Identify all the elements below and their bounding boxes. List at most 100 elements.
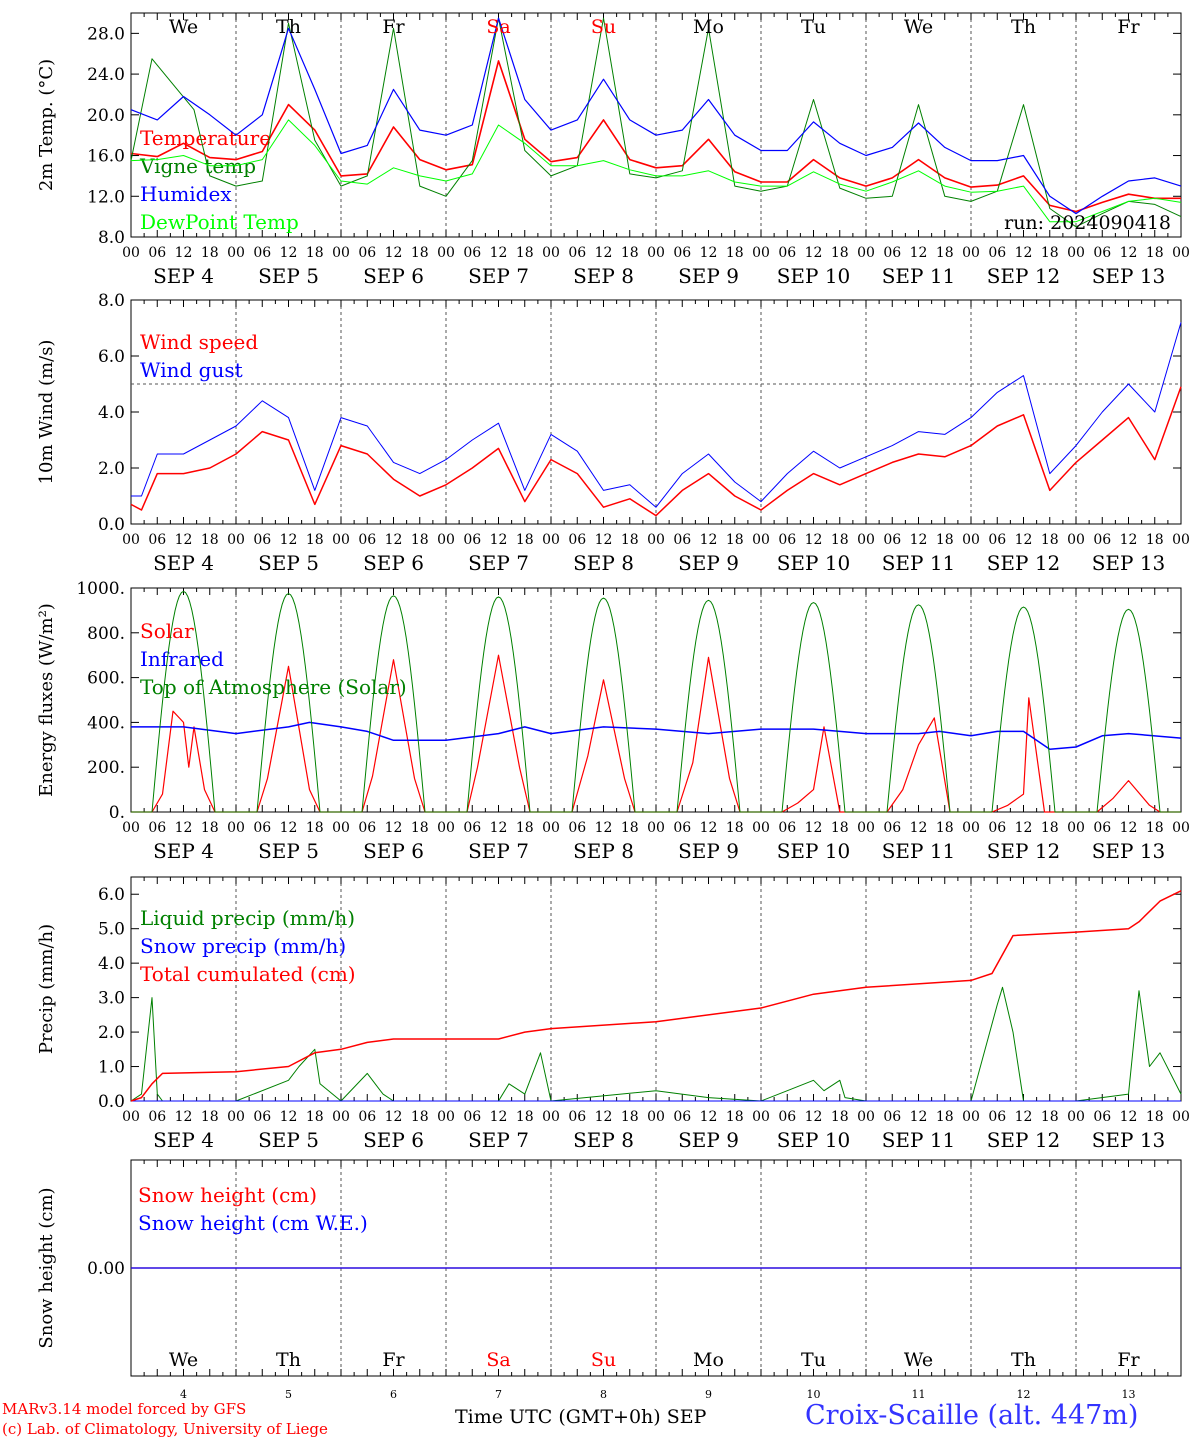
weekday-label-bottom: Su <box>591 1349 616 1371</box>
hour-label: 00 <box>752 820 770 836</box>
date-label: SEP 12 <box>987 551 1061 575</box>
legend-series-dewpoint-temp: DewPoint Temp <box>140 210 299 234</box>
date-label: SEP 13 <box>1092 551 1166 575</box>
date-label: SEP 13 <box>1092 264 1166 288</box>
hour-label: 18 <box>201 1109 219 1125</box>
hour-label: 00 <box>227 532 245 548</box>
hour-label: 12 <box>280 245 298 261</box>
hour-label: 18 <box>201 245 219 261</box>
date-label: SEP 11 <box>882 1128 956 1152</box>
hour-label: 06 <box>883 820 901 836</box>
hour-label: 06 <box>358 1109 376 1125</box>
hour-label: 00 <box>542 820 560 836</box>
hour-label: 00 <box>122 1109 140 1125</box>
hour-label: 06 <box>463 245 481 261</box>
hour-label: 12 <box>1015 1109 1033 1125</box>
hour-label: 06 <box>778 532 796 548</box>
panel-wind: 0.0 2.0 4.0 6.0 8.0 10m Wind (m/s) Wind speed W… <box>36 291 1190 575</box>
hour-label: 12 <box>490 1109 508 1125</box>
hour-label: 18 <box>936 245 954 261</box>
weekday-label-bottom: We <box>169 1349 198 1371</box>
weekday-label: Th <box>276 16 301 38</box>
date-label: SEP 6 <box>363 839 424 863</box>
hour-label: 12 <box>1015 245 1033 261</box>
day-number: 4 <box>180 1388 187 1401</box>
hour-label: 06 <box>778 1109 796 1125</box>
hour-label: 06 <box>673 1109 691 1125</box>
hour-label: 18 <box>1146 532 1164 548</box>
y-tick-label: 20.0 <box>87 106 125 126</box>
date-label: SEP 4 <box>153 1128 214 1152</box>
hour-label: 18 <box>831 532 849 548</box>
date-label: SEP 6 <box>363 551 424 575</box>
y-axis-label: 2m Temp. (°C) <box>36 59 57 191</box>
legend-series-infrared: Infrared <box>140 647 224 671</box>
hour-label: 12 <box>700 245 718 261</box>
day-number: 9 <box>705 1388 712 1401</box>
date-label: SEP 9 <box>678 839 739 863</box>
hour-label: 00 <box>647 1109 665 1125</box>
legend-series-top-of-atmosphere-solar: Top of Atmosphere (Solar) <box>140 675 407 699</box>
hour-label: 00 <box>857 245 875 261</box>
hour-label: 00 <box>647 820 665 836</box>
hour-label: 06 <box>778 820 796 836</box>
hour-label: 12 <box>700 820 718 836</box>
hour-label: 18 <box>411 820 429 836</box>
y-tick-label: 200. <box>87 758 125 778</box>
hour-label: 12 <box>1120 532 1138 548</box>
y-tick-label: 4.0 <box>98 954 125 974</box>
hour-label: 12 <box>805 532 823 548</box>
hour-label: 00 <box>962 532 980 548</box>
y-axis-label: Energy fluxes (W/m²) <box>36 603 57 797</box>
hour-label: 06 <box>253 1109 271 1125</box>
hour-label: 00 <box>227 820 245 836</box>
hour-label: 12 <box>595 1109 613 1125</box>
series-top-of-atmosphere-solar <box>131 590 1181 813</box>
date-label: SEP 8 <box>573 264 634 288</box>
hour-label: 12 <box>910 820 928 836</box>
hour-label: 00 <box>542 1109 560 1125</box>
y-tick-label: 0.00 <box>87 1259 125 1279</box>
series-total-cumulated-cm <box>130 890 1182 1102</box>
legend-series-total-cumulated-cm: Total cumulated (cm) <box>140 962 356 986</box>
hour-label: 18 <box>411 1109 429 1125</box>
hour-label: 18 <box>831 820 849 836</box>
hour-label: 18 <box>516 1109 534 1125</box>
date-label: SEP 8 <box>573 1128 634 1152</box>
hour-label: 00 <box>122 245 140 261</box>
weekday-label: We <box>169 16 198 38</box>
hour-label: 06 <box>148 1109 166 1125</box>
date-label: SEP 9 <box>678 551 739 575</box>
date-label: SEP 12 <box>987 264 1061 288</box>
hour-label: 06 <box>673 532 691 548</box>
hour-label: 12 <box>175 245 193 261</box>
hour-label: 18 <box>201 820 219 836</box>
hour-label: 18 <box>1041 532 1059 548</box>
hour-label: 18 <box>1146 1109 1164 1125</box>
day-number: 13 <box>1122 1388 1136 1401</box>
hour-label: 18 <box>936 820 954 836</box>
y-tick-label: 2.0 <box>98 459 125 479</box>
hour-label: 00 <box>332 532 350 548</box>
hour-label: 18 <box>306 1109 324 1125</box>
day-number: 8 <box>600 1388 607 1401</box>
hour-label: 12 <box>700 1109 718 1125</box>
hour-label: 00 <box>1172 532 1190 548</box>
y-tick-label: 3.0 <box>98 989 125 1009</box>
y-tick-label: 28.0 <box>87 24 125 44</box>
hour-label: 12 <box>490 245 508 261</box>
hour-label: 06 <box>1093 532 1111 548</box>
y-tick-label: 6.0 <box>98 885 125 905</box>
y-tick-label: 800. <box>87 624 125 644</box>
hour-label: 18 <box>621 532 639 548</box>
hour-label: 00 <box>1067 532 1085 548</box>
hour-label: 00 <box>332 245 350 261</box>
hour-label: 00 <box>647 245 665 261</box>
weekday-label-bottom: Mo <box>693 1349 724 1371</box>
hour-label: 18 <box>726 820 744 836</box>
date-label: SEP 5 <box>258 551 319 575</box>
date-label: SEP 11 <box>882 264 956 288</box>
hour-label: 06 <box>883 532 901 548</box>
hour-label: 06 <box>253 245 271 261</box>
date-label: SEP 5 <box>258 1128 319 1152</box>
